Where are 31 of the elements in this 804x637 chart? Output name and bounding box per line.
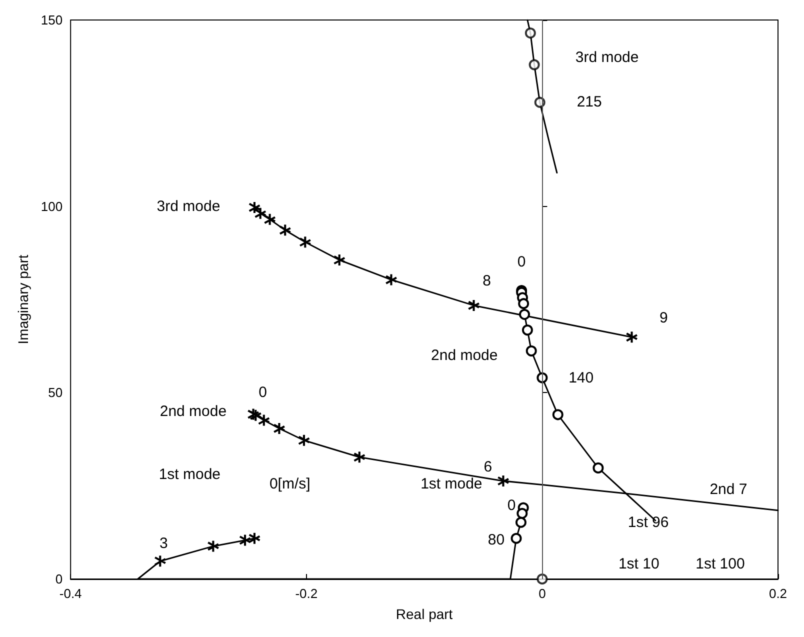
x-tick-label: -0.4 (59, 586, 82, 601)
y-tick-label: 150 (40, 12, 63, 28)
annotation: 1st 10 (618, 556, 660, 573)
annotation: 0 (258, 384, 267, 402)
x-axis-title: Real part (396, 606, 453, 622)
annotation: 0 (507, 497, 516, 514)
annotation: 3rd mode (156, 198, 220, 215)
y-axis-title: Imaginary part (15, 254, 31, 344)
annotation: 215 (576, 93, 602, 110)
annotation: 2nd 7 (710, 481, 748, 498)
annotation: 2nd mode (431, 346, 498, 364)
annotation: 0 (517, 254, 526, 271)
x-tick-label: 0.2 (768, 586, 788, 601)
annotation: 1st mode (158, 466, 221, 484)
annotation: 1st 100 (696, 556, 745, 573)
annotation: 2nd mode (160, 402, 227, 420)
annotation: 9 (659, 310, 668, 327)
y-tick-label: 0 (55, 572, 63, 586)
annotation: 3rd mode (575, 48, 639, 66)
x-tick-label: -0.2 (295, 586, 318, 601)
annotation: 0[m/s] (269, 475, 310, 492)
annotation: 3 (160, 535, 168, 552)
annotation: 6 (484, 458, 492, 476)
annotation: 140 (568, 369, 594, 386)
annotation: 80 (488, 532, 505, 549)
y-tick-label: 100 (40, 198, 63, 214)
annotation: 1st 96 (628, 514, 669, 531)
annotation: 1st mode (420, 475, 482, 492)
annotation: 8 (482, 272, 491, 290)
x-tick-label: 0 (538, 586, 546, 601)
y-tick-label: 50 (48, 385, 63, 400)
